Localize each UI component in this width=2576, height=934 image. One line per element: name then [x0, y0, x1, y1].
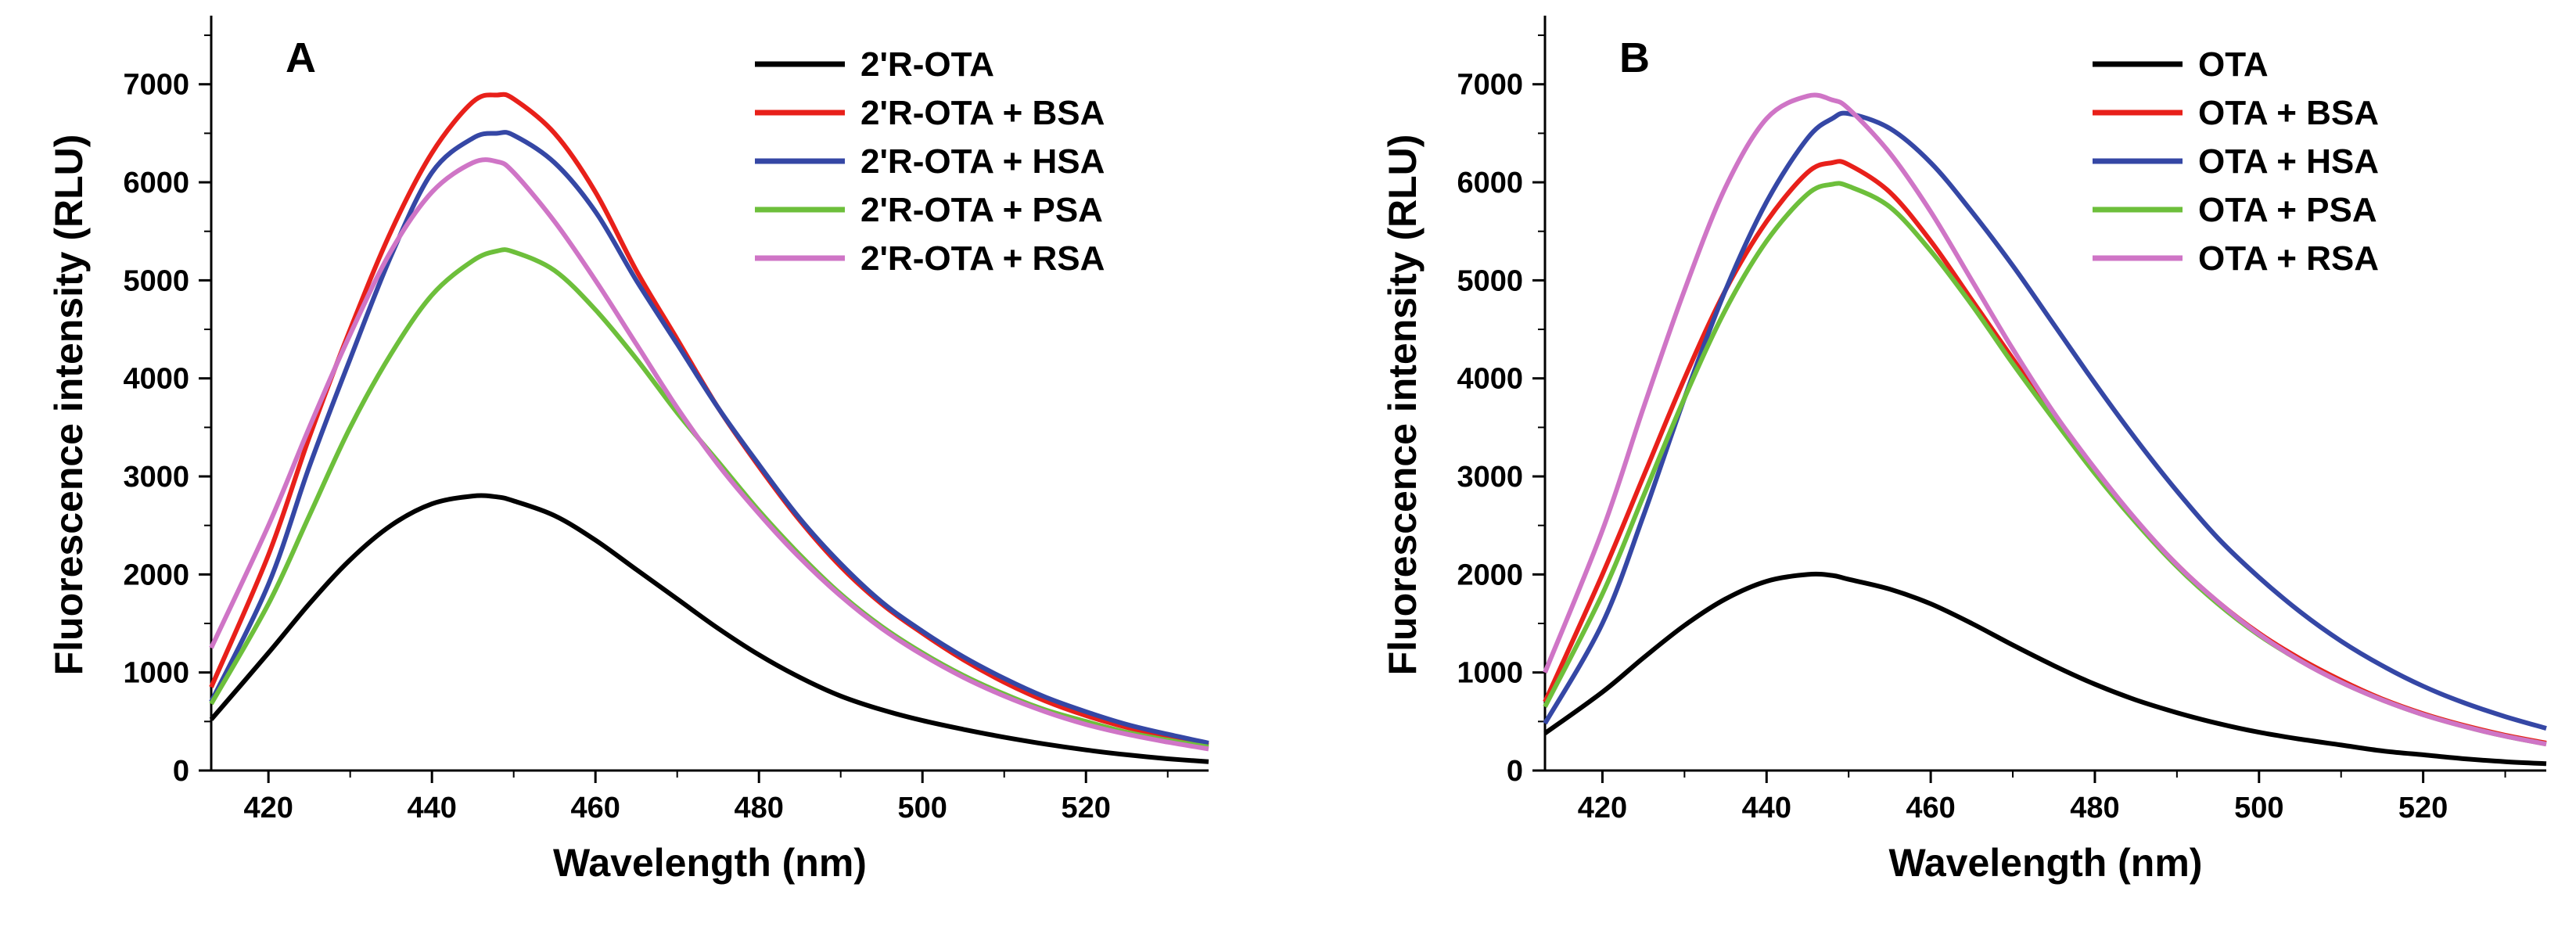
- panel-b-x-axis-title: Wavelength (nm): [1889, 841, 2203, 885]
- panel-b-x-tick-label: 440: [1742, 792, 1791, 824]
- panel-b-x-tick-label: 460: [1906, 792, 1955, 824]
- panel-a-legend: 2'R-OTA 2'R-OTA + BSA 2'R-OTA + HSA 2'R-OTA…: [755, 45, 1105, 278]
- panel-b-legend-label: OTA + RSA: [2198, 239, 2379, 278]
- panel-a-y-tick-label: 1000: [123, 657, 189, 690]
- panel-b-legend-label: OTA + HSA: [2198, 142, 2379, 181]
- panel-a-x-axis-title: Wavelength (nm): [553, 841, 867, 885]
- panel-b-x-tick-label: 520: [2398, 792, 2448, 824]
- panel-a: 420 440 460 480 500 520 0 1000 2000 3000 4000 5000 6…: [47, 16, 1209, 885]
- panel-b-series-line-5: [1543, 92, 2547, 747]
- panel-a-series-line-3: [209, 130, 1209, 745]
- panel-b-y-tick-label: 4000: [1457, 363, 1523, 396]
- panel-b-y-tick-label: 3000: [1457, 461, 1523, 494]
- panel-b-series-line-1: [1543, 571, 2547, 767]
- panel-a-label: A: [286, 34, 316, 81]
- panel-b-x-tick-label: 500: [2234, 792, 2283, 824]
- panel-b-x-tick-label: 420: [1578, 792, 1627, 824]
- panel-a-y-tick-label: 7000: [123, 69, 189, 102]
- panel-b-y-tick-label: 5000: [1457, 264, 1523, 297]
- panel-b: 420 440 460 480 500 520 0 1000 2000 3000 4000 5000 6…: [1381, 16, 2547, 885]
- panel-b-series-line-2: [1543, 159, 2547, 745]
- panel-a-x-tick-label: 460: [570, 792, 620, 824]
- panel-a-y-tick-label: 0: [173, 755, 189, 788]
- panel-b-x-tick-label: 480: [2070, 792, 2119, 824]
- panel-a-legend-label: 2'R-OTA + PSA: [860, 191, 1103, 229]
- panel-b-y-axis-title: Fluorescence intensity (RLU): [1381, 135, 1425, 676]
- panel-a-y-tick-label: 3000: [123, 461, 189, 494]
- panel-a-y-axis-title: Fluorescence intensity (RLU): [47, 135, 91, 676]
- panel-b-legend-label: OTA + BSA: [2198, 94, 2379, 132]
- panel-a-x-tick-label: 420: [243, 792, 293, 824]
- panel-b-y-tick-label: 1000: [1457, 657, 1523, 690]
- panel-b-y-tick-label: 2000: [1457, 559, 1523, 591]
- panel-b-y-tick-label: 6000: [1457, 167, 1523, 199]
- panel-a-y-tick-label: 5000: [123, 264, 189, 297]
- panel-a-x-tick-label: 500: [898, 792, 947, 824]
- panel-a-y-tick-label: 2000: [123, 559, 189, 591]
- panel-b-series-line-3: [1543, 110, 2547, 731]
- panel-b-y-tick-label: 7000: [1457, 69, 1523, 102]
- panel-b-legend: OTA OTA + BSA OTA + HSA OTA + PSA OTA + RSA: [2093, 45, 2379, 278]
- panel-a-legend-label: 2'R-OTA + BSA: [860, 94, 1105, 132]
- panel-b-y-tick-label: 0: [1507, 755, 1523, 788]
- panel-a-series-line-4: [209, 247, 1209, 749]
- panel-a-legend-label: 2'R-OTA + HSA: [860, 142, 1105, 181]
- panel-a-x-tick-label: 480: [735, 792, 784, 824]
- panel-b-legend-label: OTA: [2198, 45, 2269, 84]
- panel-b-legend-label: OTA + PSA: [2198, 191, 2377, 229]
- panel-a-legend-label: 2'R-OTA: [860, 45, 994, 84]
- panel-a-series-line-1: [209, 493, 1209, 764]
- panel-a-series-line-2: [209, 92, 1209, 748]
- panel-a-x-tick-label: 440: [407, 792, 456, 824]
- panel-a-y-tick-label: 6000: [123, 167, 189, 199]
- panel-a-legend-label: 2'R-OTA + RSA: [860, 239, 1105, 278]
- panel-a-y-tick-label: 4000: [123, 363, 189, 396]
- panel-a-series-line-5: [209, 157, 1209, 752]
- panel-a-x-tick-label: 520: [1062, 792, 1111, 824]
- panel-b-label: B: [1619, 34, 1650, 81]
